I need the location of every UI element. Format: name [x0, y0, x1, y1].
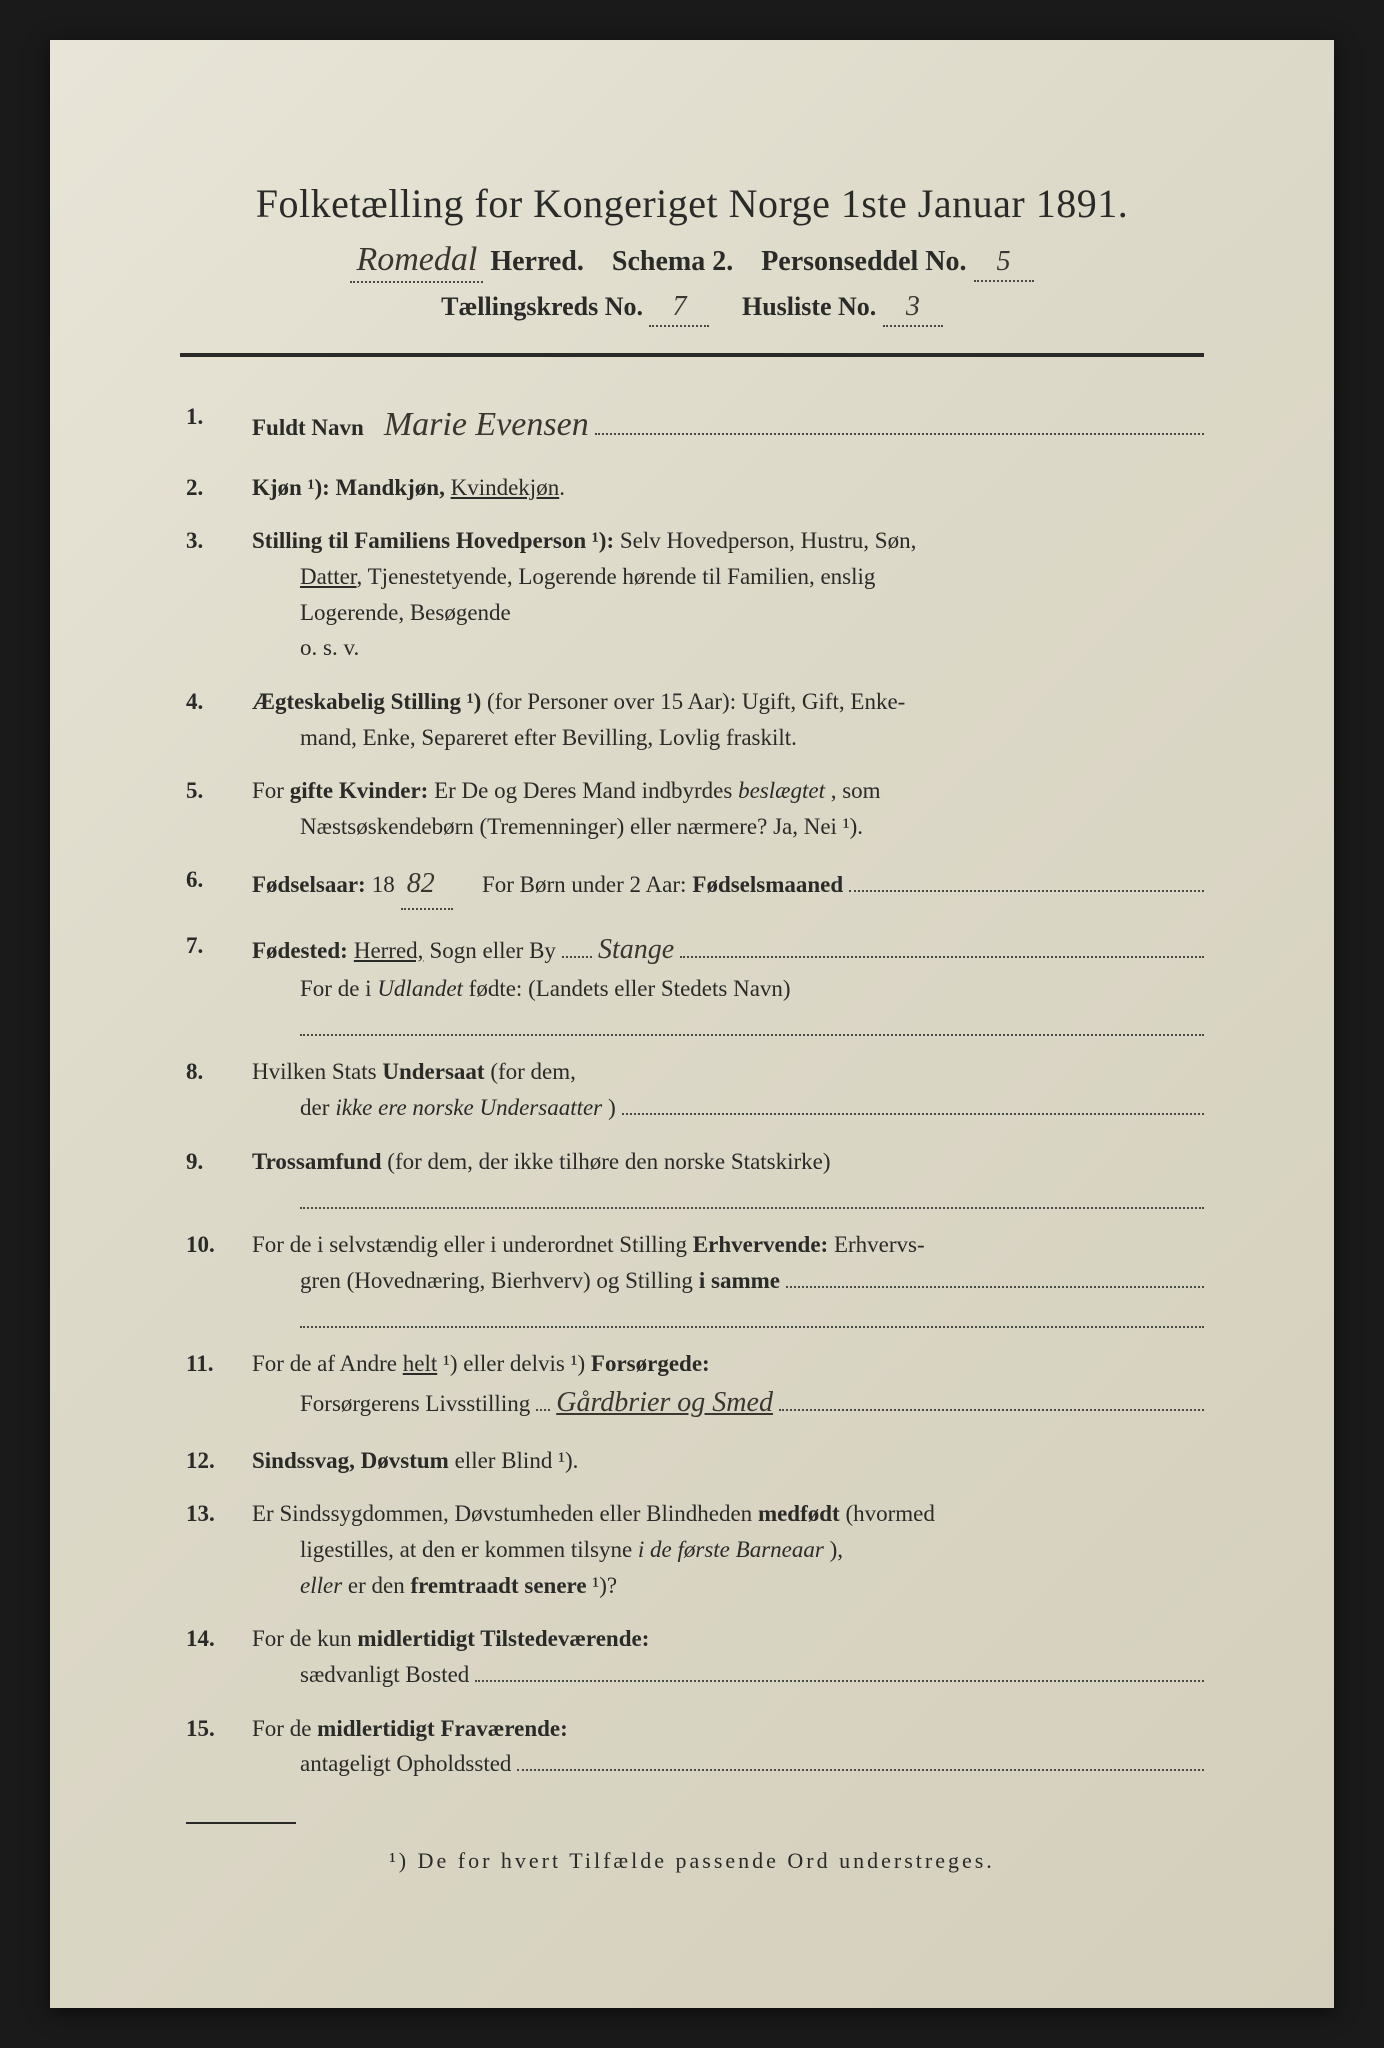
- item-2: Kjøn ¹): Mandkjøn, Kvindekjøn.: [180, 470, 1204, 506]
- item7-line2: For de i Udlandet fødte: (Landets eller …: [252, 971, 1204, 1007]
- birthplace-hw: Stange: [598, 928, 674, 971]
- item-12: Sindssvag, Døvstum eller Blind ¹).: [180, 1443, 1204, 1479]
- schema-label: Schema 2.: [612, 246, 733, 277]
- personseddel-no: 5: [974, 246, 1034, 282]
- item-9: Trossamfund (for dem, der ikke tilhøre d…: [180, 1144, 1204, 1209]
- kreds-no: 7: [649, 291, 709, 327]
- birthyear-hw: 82: [401, 862, 453, 909]
- herred-handwritten: Romedal: [350, 241, 483, 283]
- item-14: For de kun midlertidigt Tilstedeværende:…: [180, 1621, 1204, 1692]
- item-13: Er Sindssygdommen, Døvstumheden eller Bl…: [180, 1496, 1204, 1603]
- herred-label: Herred.: [490, 246, 584, 277]
- item-11: For de af Andre helt ¹) eller delvis ¹) …: [180, 1346, 1204, 1425]
- item1-label: Fuldt Navn: [252, 410, 364, 446]
- dotted-fill: [595, 413, 1204, 435]
- item1-name-hw: Marie Evensen: [370, 399, 589, 452]
- footnote-rule: [186, 1822, 296, 1824]
- form-title: Folketælling for Kongeriget Norge 1ste J…: [180, 180, 1204, 227]
- husliste-no: 3: [883, 291, 943, 327]
- footnote-text: ¹) De for hvert Tilfælde passende Ord un…: [180, 1848, 1204, 1874]
- form-items: Fuldt Navn Marie Evensen Kjøn ¹): Mandkj…: [180, 399, 1204, 1782]
- husliste-label: Husliste No.: [742, 292, 876, 321]
- item2-underlined: Kvindekjøn: [451, 475, 560, 500]
- item-15: For de midlertidigt Fraværende: antageli…: [180, 1711, 1204, 1782]
- item3-label: Stilling til Familiens Hovedperson ¹):: [252, 528, 614, 553]
- kreds-label: Tællingskreds No.: [441, 292, 643, 321]
- provider-hw: Gårdbrier og Smed: [556, 1381, 773, 1424]
- item-4: Ægteskabelig Stilling ¹) (for Personer o…: [180, 684, 1204, 755]
- item4-label: Ægteskabelig Stilling ¹): [252, 689, 481, 714]
- personseddel-label: Personseddel No.: [761, 246, 966, 277]
- item-8: Hvilken Stats Undersaat (for dem, der ik…: [180, 1054, 1204, 1125]
- header-rule: [180, 353, 1204, 357]
- item-7: Fødested: Herred, Sogn eller By Stange F…: [180, 928, 1204, 1037]
- item3-line2: Datter, Tjenestetyende, Logerende hørend…: [252, 559, 1204, 595]
- census-form-paper: Folketælling for Kongeriget Norge 1ste J…: [50, 40, 1334, 2008]
- item3-opts1: Selv Hovedperson, Hustru, Søn,: [620, 528, 916, 553]
- header-line-2: Tællingskreds No. 7 Husliste No. 3: [180, 291, 1204, 327]
- page-wrapper: Folketælling for Kongeriget Norge 1ste J…: [0, 0, 1384, 2048]
- item3-line3: Logerende, Besøgende: [252, 595, 1204, 631]
- item-6: Fødselsaar: 1882 For Børn under 2 Aar: F…: [180, 862, 1204, 909]
- item3-underlined: Datter: [300, 564, 357, 589]
- item-10: For de i selvstændig eller i underordnet…: [180, 1227, 1204, 1328]
- item-1: Fuldt Navn Marie Evensen: [180, 399, 1204, 452]
- item2-text: Kjøn ¹): Mandkjøn,: [252, 475, 451, 500]
- item-3: Stilling til Familiens Hovedperson ¹): S…: [180, 523, 1204, 666]
- item3-line4: o. s. v.: [252, 630, 1204, 666]
- item-5: For gifte Kvinder: Er De og Deres Mand i…: [180, 773, 1204, 844]
- header-line-1: Romedal Herred. Schema 2. Personseddel N…: [180, 241, 1204, 283]
